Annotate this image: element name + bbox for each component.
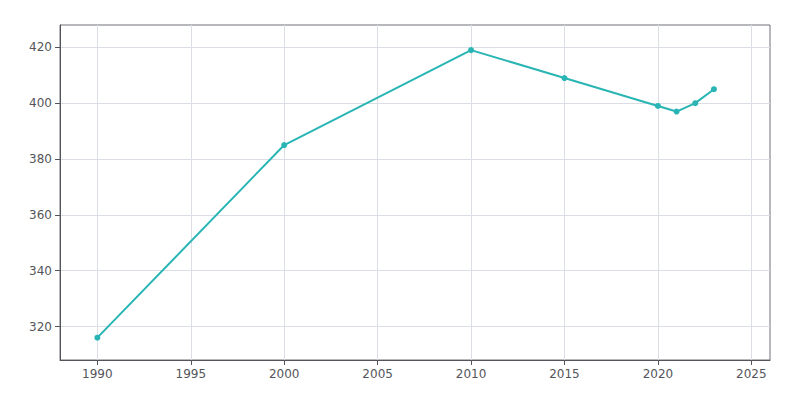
svg-text:2000: 2000 (269, 367, 300, 381)
svg-text:360: 360 (29, 208, 52, 222)
svg-text:2015: 2015 (549, 367, 580, 381)
svg-text:400: 400 (29, 96, 52, 110)
svg-text:420: 420 (29, 40, 52, 54)
svg-text:340: 340 (29, 264, 52, 278)
svg-text:2010: 2010 (456, 367, 487, 381)
svg-text:380: 380 (29, 152, 52, 166)
svg-text:2025: 2025 (736, 367, 767, 381)
svg-text:2005: 2005 (362, 367, 393, 381)
svg-text:1995: 1995 (176, 367, 207, 381)
svg-text:1990: 1990 (82, 367, 113, 381)
svg-text:320: 320 (29, 320, 52, 334)
svg-text:2020: 2020 (643, 367, 674, 381)
